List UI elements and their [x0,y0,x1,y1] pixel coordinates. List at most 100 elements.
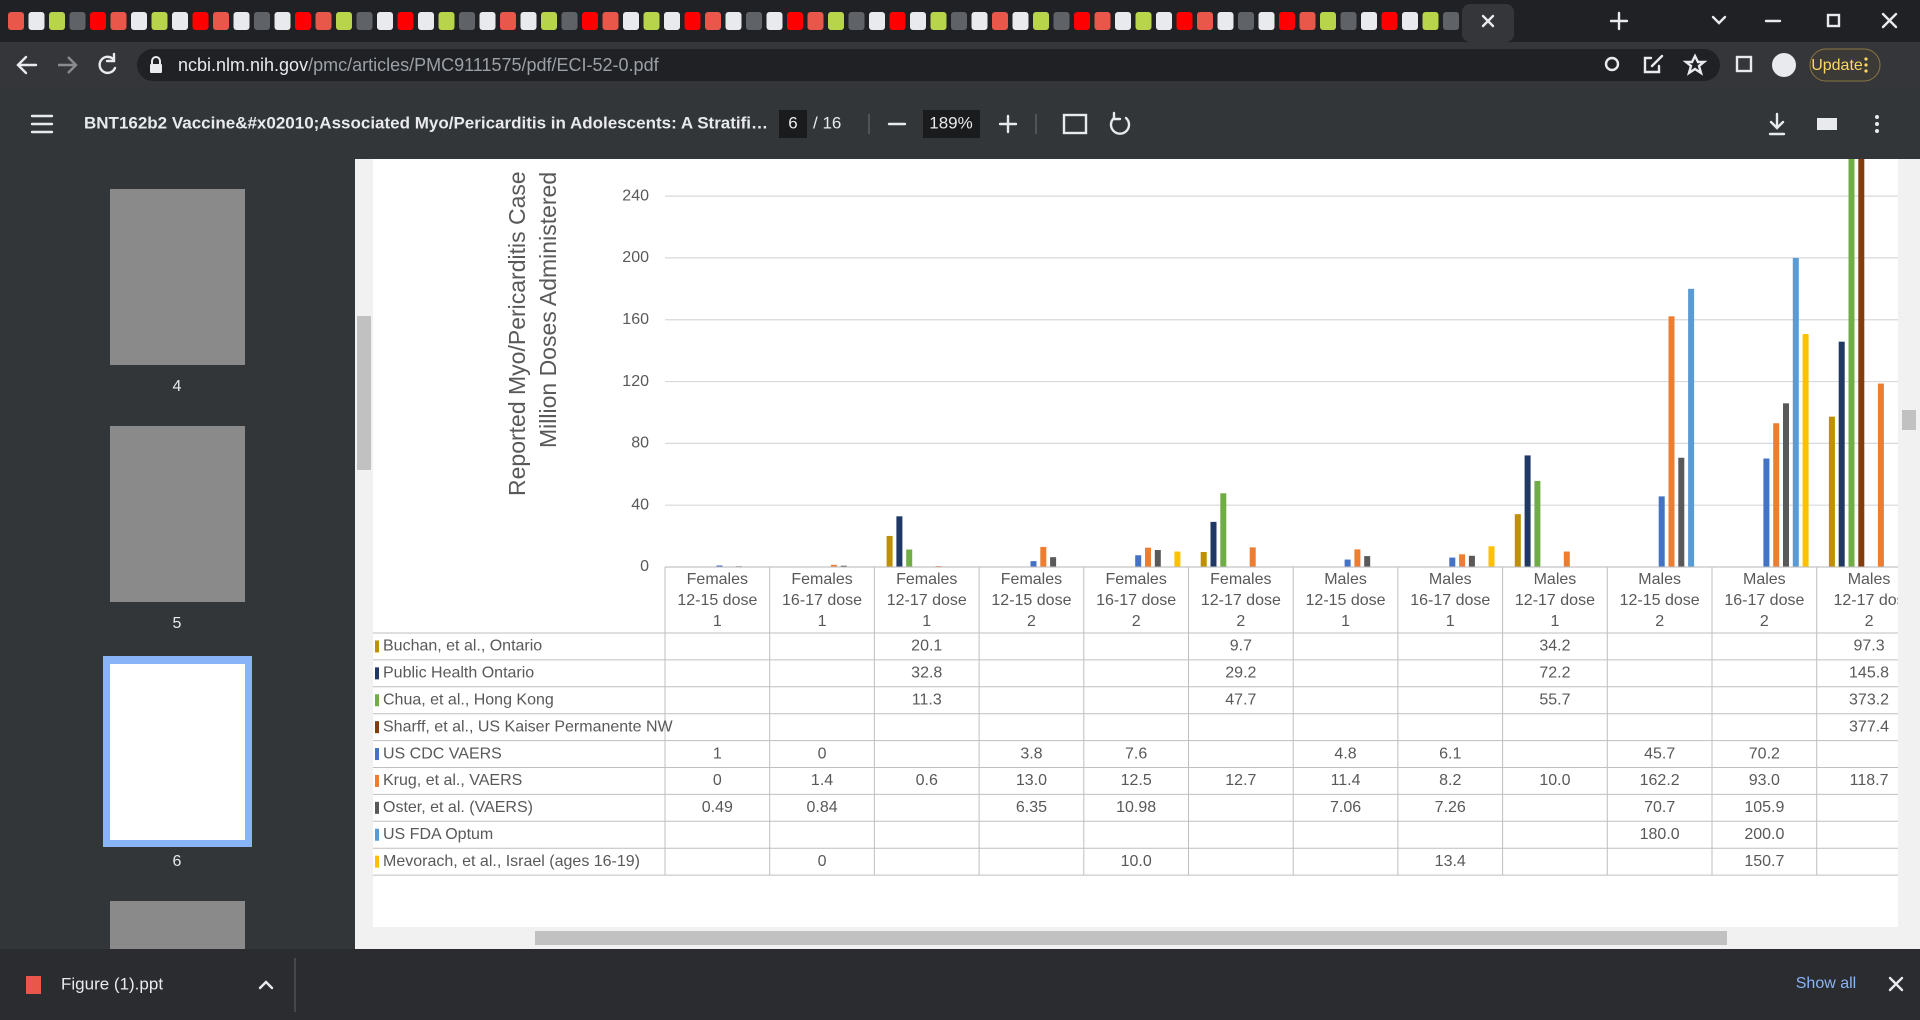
tab[interactable] [49,12,65,30]
tab[interactable] [1197,12,1213,30]
tab[interactable] [1258,12,1275,30]
active-tab[interactable] [1462,4,1514,42]
zoom-input[interactable] [923,110,980,138]
tab[interactable] [602,12,619,30]
tab[interactable] [1053,12,1070,30]
tab[interactable] [807,12,824,30]
scroll-thumb[interactable] [357,316,371,470]
tab[interactable] [397,12,414,30]
download-file[interactable]: Figure (1).ppt [61,974,163,993]
tab[interactable] [623,12,639,30]
close-downloads[interactable] [1888,976,1904,992]
thumbnail[interactable] [110,426,245,602]
tab[interactable] [1320,12,1336,30]
tab[interactable] [110,12,127,30]
tab[interactable] [910,12,926,30]
tab[interactable] [787,12,803,30]
tab[interactable] [766,12,783,30]
tab[interactable] [1402,12,1418,30]
tab[interactable] [336,12,352,30]
scroll-thumb[interactable] [1902,410,1916,430]
tab[interactable] [377,12,393,30]
tab[interactable] [541,12,557,30]
tab[interactable] [643,12,660,30]
bookmark[interactable] [1682,53,1708,76]
zoom-in[interactable] [998,114,1018,134]
tab[interactable] [1176,12,1193,30]
share-icon[interactable] [1643,54,1664,74]
forward[interactable] [58,56,78,74]
h-scroll-thumb[interactable] [535,931,1727,945]
download-menu[interactable] [258,980,274,990]
tab[interactable] [459,12,475,30]
tab[interactable] [684,12,701,30]
tab[interactable] [233,12,250,30]
tab[interactable] [971,12,988,30]
tab[interactable] [192,12,209,30]
tab[interactable] [254,12,270,30]
sidebar-toggle[interactable] [30,114,54,134]
tab[interactable] [500,12,516,30]
more-dot[interactable] [1875,122,1879,126]
tab[interactable] [828,12,844,30]
thumbnail[interactable] [110,189,245,365]
tab[interactable] [930,12,947,30]
omnibox[interactable] [137,49,1720,81]
thumbnail[interactable] [110,901,245,949]
tab[interactable] [869,12,885,30]
tab[interactable] [69,12,86,30]
restore[interactable] [1826,13,1841,28]
tab[interactable] [438,12,455,30]
tab[interactable] [1361,12,1377,30]
tab[interactable] [356,12,373,30]
tab-search[interactable] [1711,15,1727,25]
tab[interactable] [992,12,1008,30]
tab[interactable] [28,12,45,30]
tab[interactable] [1381,12,1398,30]
tab[interactable] [1115,12,1131,30]
tab[interactable] [90,12,106,30]
tab[interactable] [705,12,721,30]
reload[interactable] [98,52,117,75]
tab[interactable] [479,12,496,30]
tab[interactable] [561,12,578,30]
tab[interactable] [8,12,24,30]
fit-page[interactable] [1062,113,1088,135]
rotate[interactable] [1109,111,1131,135]
tab[interactable] [1033,12,1049,30]
back[interactable] [16,55,38,75]
tab[interactable] [582,12,598,30]
tab[interactable] [664,12,680,30]
tab[interactable] [1238,12,1254,30]
tab[interactable] [725,12,742,30]
tab[interactable] [418,12,434,30]
tab[interactable] [1422,12,1439,30]
tab[interactable] [172,12,188,30]
tab[interactable] [274,12,291,30]
tab[interactable] [1094,12,1111,30]
tab[interactable] [1217,12,1234,30]
side-panel[interactable] [1735,55,1753,73]
tab[interactable] [951,12,967,30]
page-input[interactable] [779,110,807,138]
zoom-icon[interactable] [1604,56,1620,72]
tab[interactable] [848,12,865,30]
update-button[interactable] [1809,48,1881,82]
tab[interactable] [131,12,147,30]
tab[interactable] [315,12,332,30]
tab[interactable] [889,12,906,30]
tab[interactable] [1135,12,1152,30]
tab[interactable] [1443,12,1459,30]
tab[interactable] [520,12,537,30]
profile[interactable] [1772,53,1796,77]
tab[interactable] [1012,12,1029,30]
tab[interactable] [1156,12,1172,30]
more-dot[interactable] [1875,115,1879,119]
tab[interactable] [151,12,168,30]
show-all[interactable]: Show all [1796,975,1856,992]
tab[interactable] [1299,12,1316,30]
tab[interactable] [1279,12,1295,30]
tab[interactable] [213,12,229,30]
tab[interactable] [295,12,311,30]
new-tab[interactable] [1609,11,1629,31]
